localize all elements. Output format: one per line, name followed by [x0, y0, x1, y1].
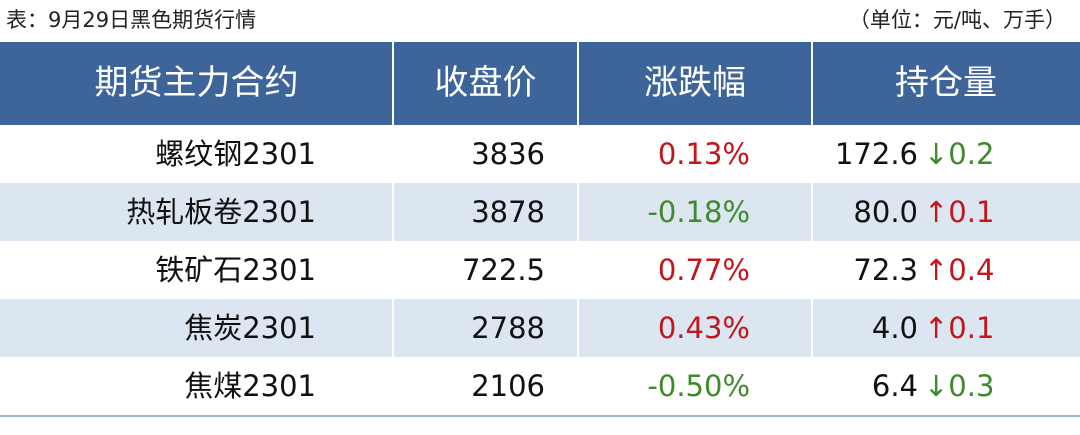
oi-change: ↓0.2 [924, 137, 995, 171]
table-header [0, 42, 1080, 125]
open-interest: 6.4 [871, 369, 918, 403]
column-header: 持仓量 [895, 63, 997, 103]
table-row [0, 183, 1080, 241]
change-pct: 0.43% [657, 311, 750, 345]
open-interest: 172.6 [834, 137, 918, 171]
change-pct: 0.13% [657, 137, 750, 171]
bottom-border [0, 415, 1080, 417]
open-interest: 72.3 [853, 253, 918, 287]
column-separator [392, 42, 394, 415]
contract: 螺纹钢2301 [155, 137, 316, 171]
title: 表：9月29日黑色期货行情 [6, 8, 257, 32]
change-pct: -0.18% [647, 195, 750, 229]
close-price: 3878 [471, 195, 545, 229]
open-interest: 4.0 [871, 311, 918, 345]
contract: 焦煤2301 [184, 369, 316, 403]
table-row [0, 125, 1080, 183]
column-separator [577, 42, 579, 415]
column-header: 涨跌幅 [644, 63, 746, 103]
close-price: 722.5 [461, 253, 545, 287]
oi-change: ↑0.1 [924, 311, 995, 345]
column-header: 收盘价 [434, 63, 537, 103]
table-row [0, 241, 1080, 299]
column-header: 期货主力合约 [94, 63, 299, 103]
table-row [0, 299, 1080, 357]
close-price: 2788 [471, 311, 545, 345]
oi-change: ↓0.3 [924, 369, 995, 403]
close-price: 2106 [471, 369, 545, 403]
close-price: 3836 [471, 137, 545, 171]
change-pct: 0.77% [657, 253, 750, 287]
oi-change: ↑0.4 [924, 253, 995, 287]
contract: 铁矿石2301 [155, 253, 316, 287]
unit-note: （单位：元/吨、万手） [848, 8, 1066, 32]
change-pct: -0.50% [647, 369, 750, 403]
table-row [0, 357, 1080, 415]
contract: 焦炭2301 [184, 311, 316, 345]
contract: 热轧板卷2301 [126, 195, 316, 229]
open-interest: 80.0 [853, 195, 918, 229]
oi-change: ↑0.1 [924, 195, 995, 229]
column-separator [811, 42, 813, 415]
